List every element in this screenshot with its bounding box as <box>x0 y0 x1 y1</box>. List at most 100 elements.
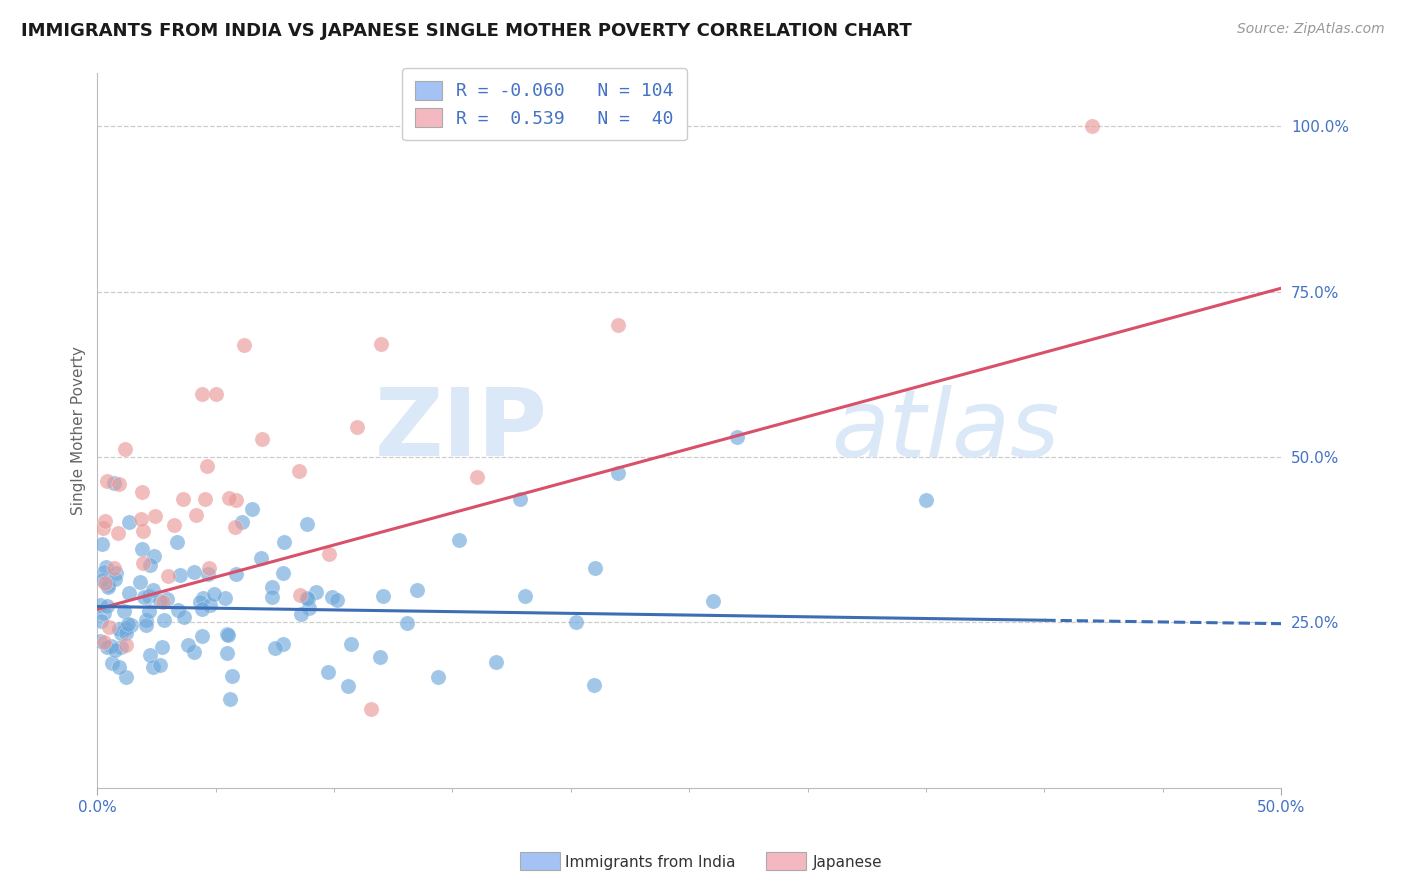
Point <box>142 583 165 598</box>
Text: IMMIGRANTS FROM INDIA VS JAPANESE SINGLE MOTHER POVERTY CORRELATION CHART: IMMIGRANTS FROM INDIA VS JAPANESE SINGLE… <box>21 22 912 40</box>
Point <box>97 620 120 634</box>
Point <box>139 648 162 663</box>
Point <box>150 640 173 654</box>
Point <box>368 649 391 664</box>
Point <box>115 625 138 640</box>
Point <box>153 613 176 627</box>
Point <box>169 568 191 582</box>
Point <box>202 587 225 601</box>
Point <box>195 459 218 474</box>
Point <box>128 575 150 590</box>
Point <box>465 470 488 484</box>
Point <box>321 590 343 604</box>
Point <box>337 679 360 693</box>
Point <box>406 582 429 597</box>
Point <box>316 665 339 680</box>
Point <box>225 566 247 581</box>
Point <box>240 502 263 516</box>
Point <box>108 659 131 673</box>
Point <box>305 585 328 599</box>
Point <box>221 669 243 683</box>
Point <box>110 625 132 640</box>
Point <box>198 561 221 575</box>
Point <box>295 591 318 605</box>
Point <box>1080 119 1102 133</box>
Point <box>485 655 508 669</box>
Point <box>97 578 120 592</box>
Point <box>271 566 294 580</box>
Point <box>142 659 165 673</box>
Text: atlas: atlas <box>831 385 1060 476</box>
Point <box>96 474 118 488</box>
Point <box>94 559 117 574</box>
Point <box>163 518 186 533</box>
Point <box>107 476 129 491</box>
Text: ZIP: ZIP <box>374 384 547 476</box>
Point <box>371 589 394 603</box>
Point <box>297 592 319 607</box>
Point <box>262 580 284 594</box>
Point <box>218 491 240 506</box>
Point <box>188 595 211 609</box>
Point <box>117 617 139 632</box>
Point <box>184 508 207 522</box>
Point <box>513 589 536 603</box>
Point <box>509 491 531 506</box>
Point <box>97 580 120 594</box>
Point <box>149 657 172 672</box>
Point <box>260 590 283 604</box>
Point <box>156 592 179 607</box>
Point <box>287 464 309 478</box>
Point <box>197 566 219 581</box>
Point <box>115 638 138 652</box>
Point <box>156 568 179 582</box>
Point <box>135 618 157 632</box>
Text: Immigrants from India: Immigrants from India <box>565 855 735 870</box>
Point <box>725 430 748 444</box>
Point <box>118 515 141 529</box>
Point <box>129 512 152 526</box>
Point <box>96 599 118 614</box>
Point <box>89 598 111 612</box>
Point <box>224 520 246 534</box>
Point <box>449 533 471 548</box>
Point <box>91 537 114 551</box>
Point <box>219 692 242 706</box>
Point <box>205 387 228 401</box>
Point <box>191 387 214 401</box>
Point <box>346 420 368 434</box>
Point <box>139 558 162 572</box>
Point <box>138 604 160 618</box>
Point <box>198 599 221 613</box>
Point <box>104 566 127 580</box>
Point <box>290 607 312 622</box>
Point <box>183 645 205 659</box>
Point <box>120 617 142 632</box>
Point <box>370 337 392 351</box>
Point <box>326 593 349 607</box>
Point <box>115 620 138 634</box>
Point <box>143 549 166 563</box>
Point <box>134 591 156 605</box>
Point <box>177 638 200 652</box>
Point <box>231 516 253 530</box>
Point <box>89 633 111 648</box>
Point <box>191 602 214 616</box>
Point <box>93 565 115 579</box>
Point <box>149 594 172 608</box>
Point <box>94 575 117 590</box>
Point <box>166 602 188 616</box>
Point <box>340 637 363 651</box>
Point <box>191 591 214 605</box>
Point <box>273 535 295 549</box>
Point <box>173 610 195 624</box>
Point <box>90 615 112 629</box>
Point <box>112 603 135 617</box>
Point <box>93 606 115 620</box>
Point <box>100 639 122 653</box>
Point <box>607 467 630 481</box>
Point <box>118 586 141 600</box>
Y-axis label: Single Mother Poverty: Single Mother Poverty <box>72 346 86 515</box>
Point <box>295 517 318 532</box>
Point <box>233 338 256 352</box>
